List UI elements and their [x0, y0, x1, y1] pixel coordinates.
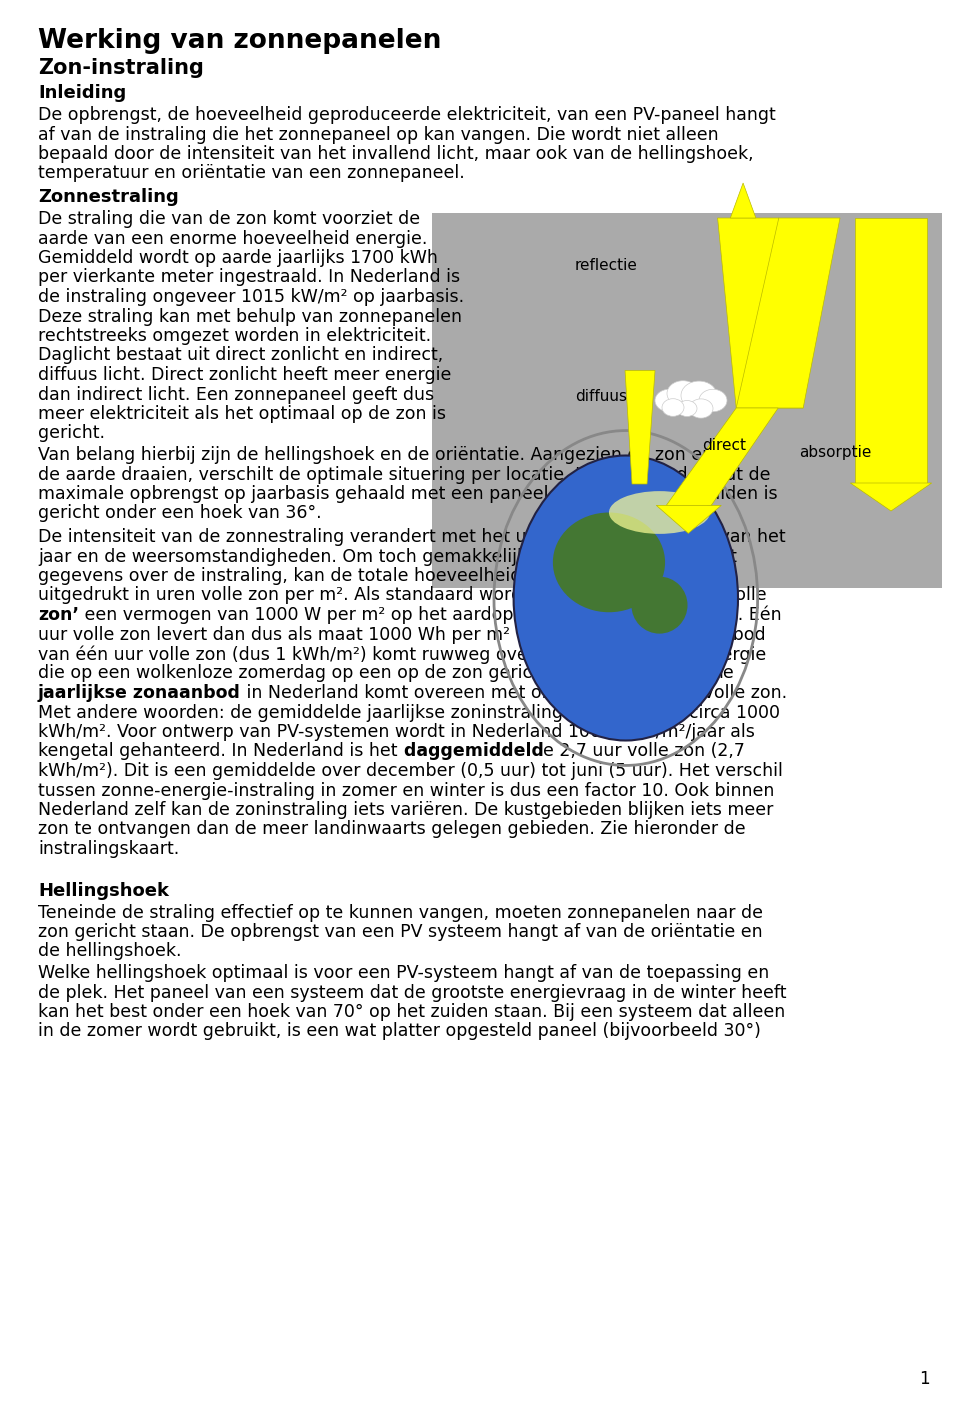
Ellipse shape	[514, 455, 738, 740]
Text: de aarde draaien, verschilt de optimale situering per locatie. In Nederland word: de aarde draaien, verschilt de optimale …	[38, 465, 771, 483]
Text: tussen zonne-energie-instraling in zomer en winter is dus een factor 10. Ook bin: tussen zonne-energie-instraling in zomer…	[38, 781, 775, 800]
Text: uitgedrukt in uren volle zon per m². Als standaard wordt aangenomen dat: uitgedrukt in uren volle zon per m². Als…	[38, 586, 688, 605]
Polygon shape	[731, 184, 756, 218]
Text: le: le	[719, 664, 734, 682]
Polygon shape	[657, 506, 721, 533]
Text: Hellingshoek: Hellingshoek	[38, 882, 169, 900]
Text: bij ‘: bij ‘	[688, 586, 726, 605]
Text: meer elektriciteit als het optimaal op de zon is: meer elektriciteit als het optimaal op d…	[38, 406, 446, 422]
Text: kengetal gehanteerd. In Nederland is het: kengetal gehanteerd. In Nederland is het	[38, 742, 397, 760]
Ellipse shape	[667, 380, 699, 407]
Text: Deze straling kan met behulp van zonnepanelen: Deze straling kan met behulp van zonnepa…	[38, 308, 462, 325]
Text: een vermogen van 1000 W per m² op het aardoppervlak wordt ingestraald. Eén: een vermogen van 1000 W per m² op het aa…	[79, 606, 781, 625]
Text: Daglicht bestaat uit direct zonlicht en indirect,: Daglicht bestaat uit direct zonlicht en …	[38, 346, 444, 365]
Text: De straling die van de zon komt voorziet de: De straling die van de zon komt voorziet…	[38, 211, 420, 227]
Text: die op een wolkenloze zomerdag op een op de zon gericht vlak valt. He: die op een wolkenloze zomerdag op een op…	[38, 664, 664, 682]
Ellipse shape	[681, 382, 717, 410]
Ellipse shape	[689, 398, 713, 418]
Text: per vierkante meter ingestraald. In Nederland is: per vierkante meter ingestraald. In Nede…	[38, 268, 460, 287]
Text: e 2,7 uur volle zon (2,7: e 2,7 uur volle zon (2,7	[543, 742, 745, 760]
Text: daggemiddeld: daggemiddeld	[397, 742, 543, 760]
Text: af van de instraling die het zonnepaneel op kan vangen. Die wordt niet alleen: af van de instraling die het zonnepaneel…	[38, 126, 719, 144]
Text: diffuus licht. Direct zonlicht heeft meer energie: diffuus licht. Direct zonlicht heeft mee…	[38, 366, 451, 384]
Ellipse shape	[609, 492, 710, 534]
Text: zon’: zon’	[38, 606, 79, 625]
Polygon shape	[666, 408, 779, 506]
Polygon shape	[718, 218, 804, 408]
Text: Van belang hierbij zijn de hellingshoek en de oriëntatie. Aangezien de zon en: Van belang hierbij zijn de hellingshoek …	[38, 447, 713, 463]
Text: gericht.: gericht.	[38, 424, 105, 442]
Ellipse shape	[662, 398, 684, 417]
Text: in Nederland komt overeen met ongeveer 1000 uur volle zon.: in Nederland komt overeen met ongeveer 1…	[241, 684, 787, 702]
Text: De intensiteit van de zonnestraling verandert met het uur van de dag, de tijd va: De intensiteit van de zonnestraling vera…	[38, 528, 785, 545]
Text: gericht onder een hoek van 36°.: gericht onder een hoek van 36°.	[38, 504, 322, 523]
Text: jaar en de weersomstandigheden. Om toch gemakkelijk te kunnen rekenen met: jaar en de weersomstandigheden. Om toch …	[38, 547, 737, 565]
Text: absorptie: absorptie	[799, 445, 872, 461]
Text: de instraling ongeveer 1015 kW/m² op jaarbasis.: de instraling ongeveer 1015 kW/m² op jaa…	[38, 288, 464, 307]
Text: Welke hellingshoek optimaal is voor een PV-systeem hangt af van de toepassing en: Welke hellingshoek optimaal is voor een …	[38, 964, 769, 982]
Text: zon gericht staan. De opbrengst van een PV systeem hangt af van de oriëntatie en: zon gericht staan. De opbrengst van een …	[38, 923, 762, 941]
Polygon shape	[625, 370, 655, 485]
Polygon shape	[855, 218, 926, 483]
Text: dan indirect licht. Een zonnepaneel geeft dus: dan indirect licht. Een zonnepaneel geef…	[38, 386, 434, 404]
Ellipse shape	[677, 400, 697, 417]
Text: kWh/m²). Dit is een gemiddelde over december (0,5 uur) tot juni (5 uur). Het ver: kWh/m²). Dit is een gemiddelde over dece…	[38, 762, 782, 780]
Text: kWh/m². Voor ontwerp van PV-systemen wordt in Nederland 1000 kWh/m²/jaar als: kWh/m². Voor ontwerp van PV-systemen wor…	[38, 723, 755, 740]
Text: direct: direct	[703, 438, 746, 454]
Text: reflectie: reflectie	[575, 259, 637, 273]
Text: Gemiddeld wordt op aarde jaarlijks 1700 kWh: Gemiddeld wordt op aarde jaarlijks 1700 …	[38, 249, 438, 267]
Text: De opbrengst, de hoeveelheid geproduceerde elektriciteit, van een PV-paneel hang: De opbrengst, de hoeveelheid geproduceer…	[38, 106, 776, 124]
Text: 1: 1	[920, 1371, 930, 1388]
Text: aarde van een enorme hoeveelheid energie.: aarde van een enorme hoeveelheid energie…	[38, 229, 427, 247]
Text: Met andere woorden: de gemiddelde jaarlijkse zoninstraling in ons land is circa : Met andere woorden: de gemiddelde jaarli…	[38, 704, 780, 722]
Text: bepaald door de intensiteit van het invallend licht, maar ook van de hellingshoe: bepaald door de intensiteit van het inva…	[38, 146, 754, 162]
Polygon shape	[851, 483, 932, 512]
Text: Werking van zonnepanelen: Werking van zonnepanelen	[38, 28, 442, 54]
Text: diffuus: diffuus	[575, 389, 627, 404]
Ellipse shape	[699, 390, 727, 411]
Text: maximale opbrengst op jaarbasis gehaald met een paneel dat recht op het zuiden i: maximale opbrengst op jaarbasis gehaald …	[38, 485, 778, 503]
Text: Inleiding: Inleiding	[38, 83, 127, 102]
Text: in de zomer wordt gebruikt, is een wat platter opgesteld paneel (bijvoorbeeld 30: in de zomer wordt gebruikt, is een wat p…	[38, 1023, 761, 1040]
Text: de hellingshoek.: de hellingshoek.	[38, 942, 181, 961]
Ellipse shape	[655, 390, 683, 411]
Ellipse shape	[553, 513, 665, 612]
Text: Zonnestraling: Zonnestraling	[38, 188, 179, 206]
Text: instralingskaart.: instralingskaart.	[38, 839, 180, 858]
Text: Zon-instraling: Zon-instraling	[38, 58, 204, 78]
Text: rechtstreeks omgezet worden in elektriciteit.: rechtstreeks omgezet worden in elektrici…	[38, 326, 431, 345]
Text: Teneinde de straling effectief op te kunnen vangen, moeten zonnepanelen naar de: Teneinde de straling effectief op te kun…	[38, 903, 763, 921]
Text: zon te ontvangen dan de meer landinwaarts gelegen gebieden. Zie hieronder de: zon te ontvangen dan de meer landinwaart…	[38, 821, 746, 838]
Ellipse shape	[632, 577, 687, 633]
Text: uur volle zon levert dan dus als maat 1000 Wh per m² = 1 kWh/m². Een zonaanbod: uur volle zon levert dan dus als maat 10…	[38, 626, 766, 643]
Text: kan het best onder een hoek van 70° op het zuiden staan. Bij een systeem dat all: kan het best onder een hoek van 70° op h…	[38, 1003, 785, 1022]
Text: volle: volle	[726, 586, 767, 605]
Text: de plek. Het paneel van een systeem dat de grootste energievraag in de winter he: de plek. Het paneel van een systeem dat …	[38, 983, 786, 1002]
Bar	[432, 213, 942, 588]
Text: jaarlijkse zonaanbod: jaarlijkse zonaanbod	[38, 684, 241, 702]
Text: Nederland zelf kan de zoninstraling iets variëren. De kustgebieden blijken iets : Nederland zelf kan de zoninstraling iets…	[38, 801, 774, 820]
Text: t tota: t tota	[664, 664, 719, 682]
Text: van één uur volle zon (dus 1 kWh/m²) komt ruwweg overeen met de zonne-energie: van één uur volle zon (dus 1 kWh/m²) kom…	[38, 644, 766, 664]
Text: temperatuur en oriëntatie van een zonnepaneel.: temperatuur en oriëntatie van een zonnep…	[38, 164, 465, 182]
Polygon shape	[736, 218, 840, 408]
Text: gegevens over de instraling, kan de totale hoeveelheid zonne-energie worden: gegevens over de instraling, kan de tota…	[38, 567, 723, 585]
